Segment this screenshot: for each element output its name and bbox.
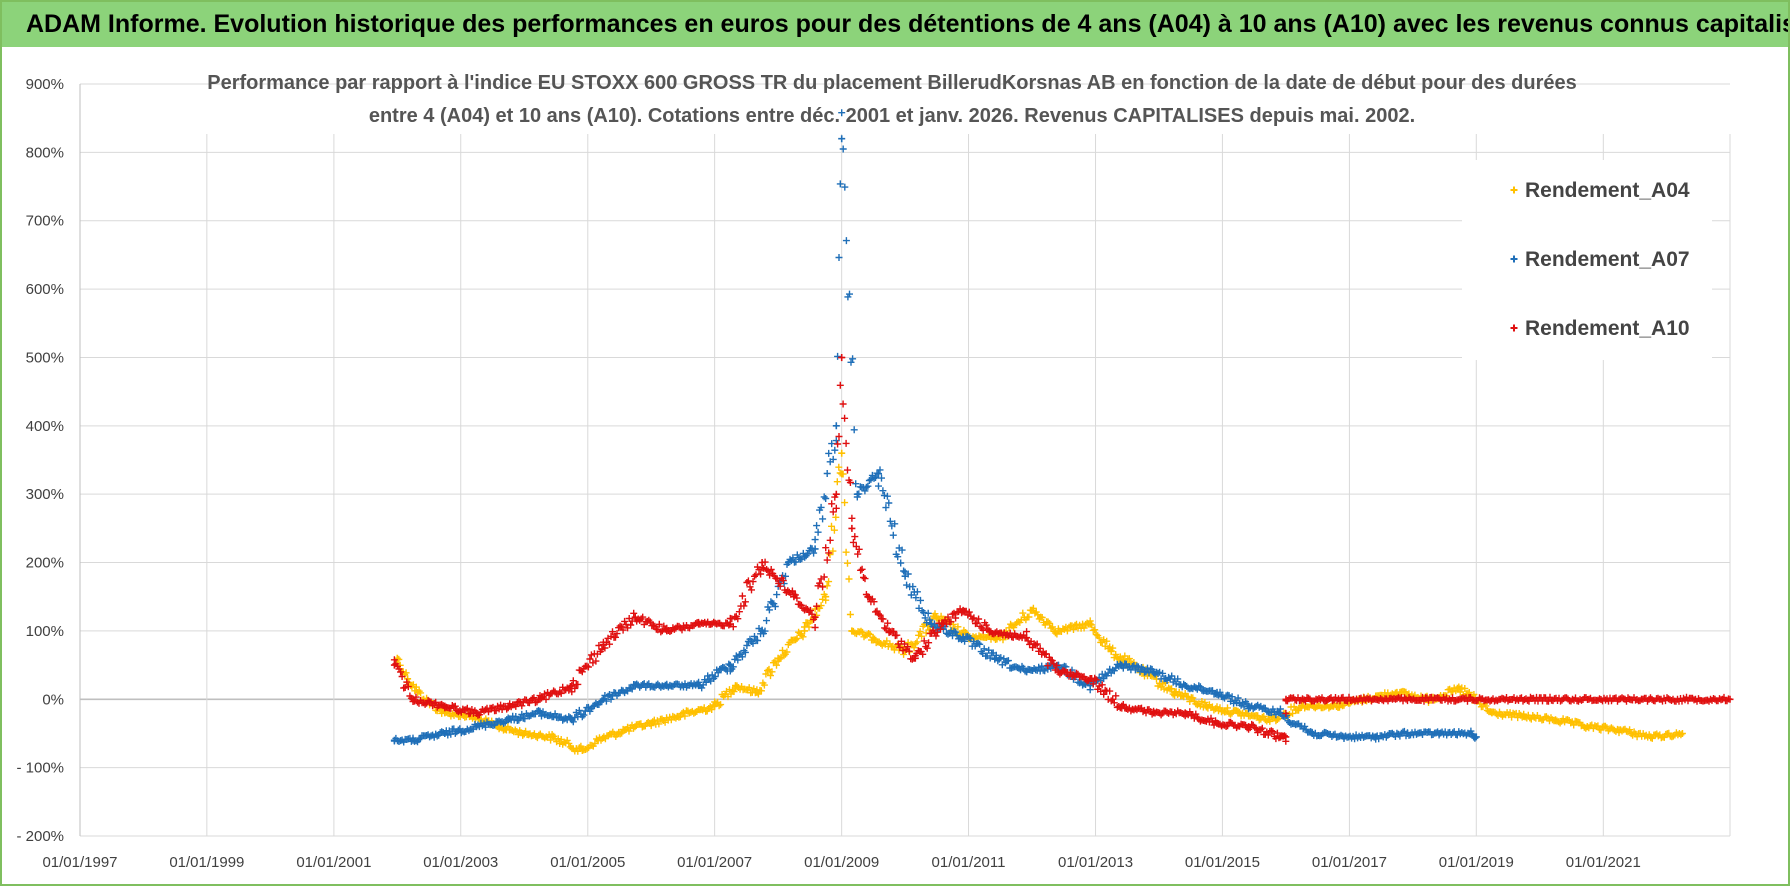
x-tick-label: 01/01/1997 [42,854,117,871]
y-tick-label: 300% [26,486,64,503]
x-tick-label: 01/01/2009 [804,854,879,871]
x-tick-label: 01/01/1999 [169,854,244,871]
x-tick-label: 01/01/2005 [550,854,625,871]
series-marker-cloud [390,109,1479,746]
data-point [832,422,840,430]
series-rendement-a07 [390,109,1480,746]
y-tick-label: - 100% [16,760,64,777]
legend-label: Rendement_A07 [1525,248,1690,271]
x-tick-label: 01/01/2015 [1185,854,1260,871]
x-tick-label: 01/01/2003 [423,854,498,871]
banner-title: ADAM Informe. Evolution historique des p… [26,10,1788,38]
y-tick-label: 800% [26,144,64,161]
legend-item: Rendement_A07 [1510,248,1690,271]
legend-marker [1510,255,1518,263]
chart-title-line1: Performance par rapport à l'indice EU ST… [207,72,1577,94]
x-tick-label: 01/01/2013 [1058,854,1133,871]
x-tick-label: 01/01/2011 [932,854,1006,871]
y-tick-label: 400% [26,418,64,435]
data-point [838,449,846,457]
y-tick-label: 500% [26,349,64,366]
series-marker-cloud [390,354,1732,745]
y-tick-label: 600% [26,281,64,298]
x-tick-label: 01/01/2001 [296,854,371,871]
series-rendement-a04 [393,449,1686,755]
legend-item: Rendement_A04 [1510,179,1690,202]
chart-title: Performance par rapport à l'indice EU ST… [207,72,1577,127]
report-banner: ADAM Informe. Evolution historique des p… [2,2,1788,47]
legend-item: Rendement_A10 [1510,317,1690,340]
data-point [848,524,856,532]
x-tick-label: 01/01/2007 [677,854,752,871]
legend-marker [1510,186,1518,194]
legend-marker [1510,324,1518,332]
legend-label: Rendement_A04 [1525,179,1690,202]
axis-layer: - 200% - 100% 0% 100% 200% 300% 400% 500% 600% 70… [16,76,1640,871]
y-tick-label: 100% [26,623,64,640]
legend: Rendement_A04 Rendement_A07 Rendement_A10 [1462,160,1712,360]
legend-box [1462,160,1712,360]
series-rendement-a10 [390,354,1734,745]
series-layer [390,109,1734,755]
data-point [838,135,846,143]
y-tick-label: 200% [26,555,64,572]
y-tick-label: 700% [26,213,64,230]
x-tick-label: 01/01/2019 [1439,854,1514,871]
x-tick-label: 01/01/2021 [1566,854,1641,871]
y-tick-label: - 200% [16,828,64,845]
y-tick-label: 0% [42,691,64,708]
legend-label: Rendement_A10 [1525,317,1690,340]
chart-title-line2: entre 4 (A04) et 10 ans (A10). Cotations… [369,105,1415,127]
x-tick-label: 01/01/2017 [1312,854,1387,871]
y-tick-label: 900% [26,76,64,93]
